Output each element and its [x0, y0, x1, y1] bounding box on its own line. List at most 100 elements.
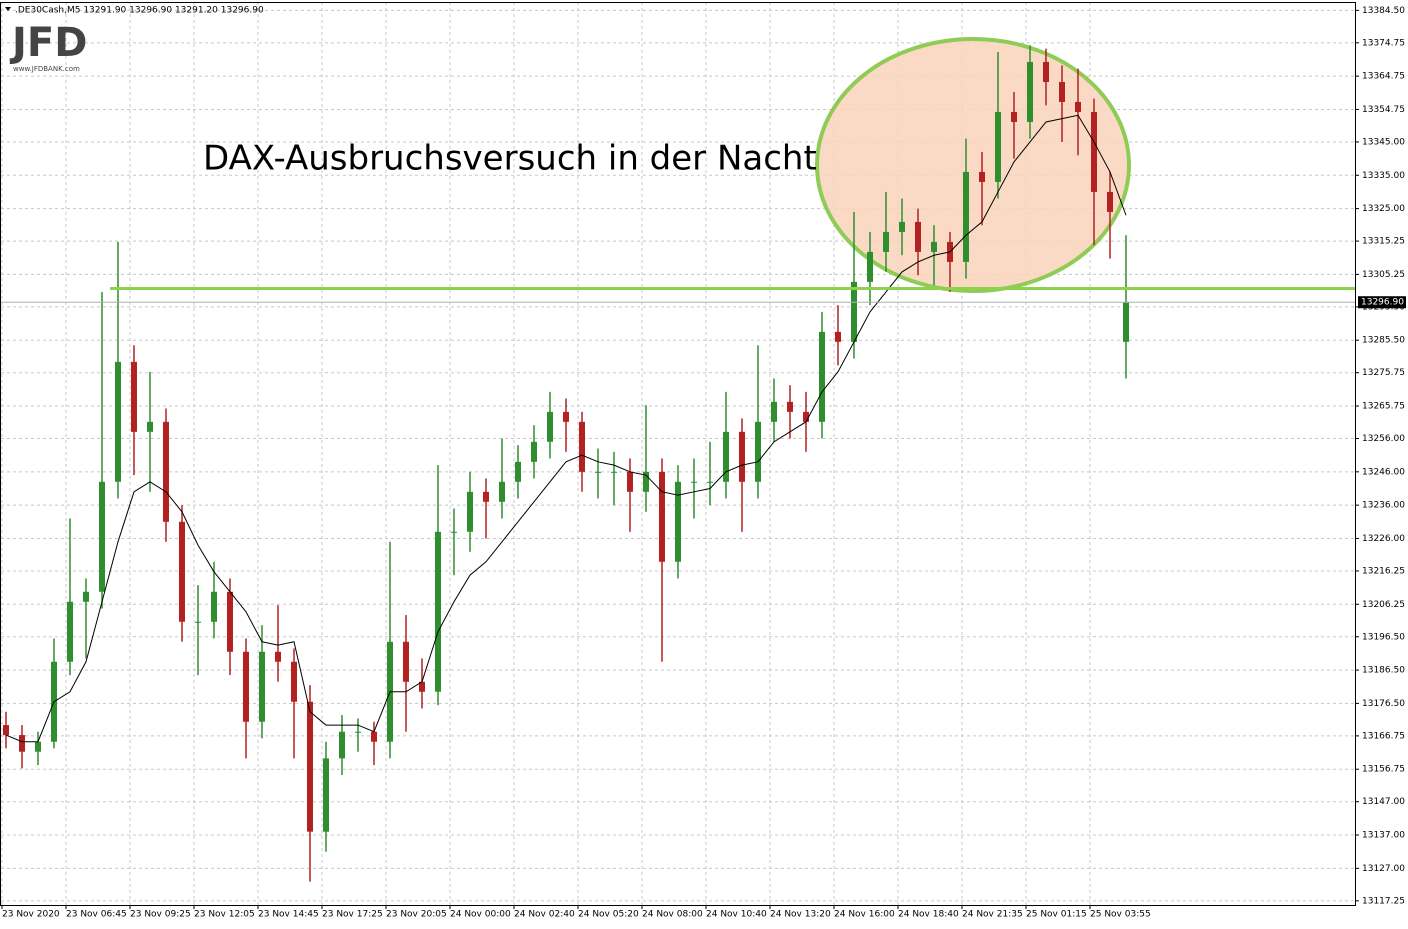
candle-body	[1107, 191, 1113, 212]
candle-body	[163, 421, 169, 522]
candle-body	[515, 461, 521, 482]
candle-body	[451, 531, 457, 533]
candle-body	[1123, 302, 1129, 342]
candle-body	[915, 221, 921, 252]
y-tick-label: 13156.75	[1362, 765, 1405, 775]
x-tick-label: 23 Nov 2020	[2, 910, 60, 920]
x-tick-label: 24 Nov 13:20	[770, 910, 831, 920]
chart-title: .DE30Cash,M5 13291.90 13296.90 13291.20 …	[15, 6, 264, 16]
candle-body	[931, 241, 937, 252]
x-tick-label: 23 Nov 20:05	[386, 910, 447, 920]
candle-body	[771, 401, 777, 422]
candle-body	[467, 491, 473, 532]
x-tick-label: 24 Nov 18:40	[898, 910, 959, 920]
x-tick-label: 24 Nov 08:00	[642, 910, 703, 920]
x-tick-label: 25 Nov 03:55	[1090, 910, 1151, 920]
candle-body	[851, 281, 857, 342]
candle-body	[355, 731, 361, 733]
candle-body	[291, 661, 297, 702]
candle-body	[419, 681, 425, 692]
candle-body	[35, 741, 41, 752]
candle-body	[547, 411, 553, 442]
plot-frame	[0, 2, 1356, 906]
y-tick-label: 13305.25	[1362, 270, 1405, 280]
candle-body	[403, 641, 409, 682]
candle-body	[371, 731, 377, 742]
candle-body	[179, 521, 185, 622]
candle-body	[131, 361, 137, 432]
x-tick-label: 24 Nov 05:20	[578, 910, 639, 920]
x-tick-label: 23 Nov 06:45	[66, 910, 127, 920]
y-tick-label: 13275.75	[1362, 368, 1405, 378]
last-price-box	[1358, 296, 1406, 309]
candle-body	[659, 471, 665, 562]
candle-body	[531, 441, 537, 462]
candle-body	[739, 431, 745, 482]
y-tick-label: 13127.00	[1362, 864, 1405, 874]
candle-body	[787, 401, 793, 412]
y-tick-label: 13226.00	[1362, 534, 1405, 544]
y-tick-label: 13196.50	[1362, 632, 1405, 642]
x-tick-label: 24 Nov 16:00	[834, 910, 895, 920]
x-tick-label: 24 Nov 21:35	[962, 910, 1023, 920]
y-tick-label: 13236.00	[1362, 501, 1405, 511]
candle-body	[723, 431, 729, 482]
last-price-label: 13296.90	[1361, 298, 1404, 308]
menu-icon	[5, 7, 11, 11]
candle-body	[323, 758, 329, 832]
candle-body	[1043, 61, 1049, 82]
candle-body	[1011, 111, 1017, 122]
y-tick-label: 13265.75	[1362, 402, 1405, 412]
y-tick-label: 13186.50	[1362, 666, 1405, 676]
candle-body	[147, 421, 153, 432]
candle-body	[819, 331, 825, 422]
y-tick-label: 13206.25	[1362, 600, 1405, 610]
y-tick-label: 13374.75	[1362, 38, 1405, 48]
candle-body	[1091, 111, 1097, 192]
candle-body	[211, 591, 217, 622]
logo: JFD	[9, 20, 87, 66]
candle-body	[243, 651, 249, 722]
annotation: DAX-Ausbruchsversuch in der Nacht	[203, 139, 817, 179]
y-tick-label: 13256.00	[1362, 434, 1405, 444]
candle-body	[803, 411, 809, 422]
candle-body	[483, 491, 489, 502]
candle-body	[755, 421, 761, 482]
candle-body	[611, 471, 617, 473]
x-tick-label: 23 Nov 09:25	[130, 910, 191, 920]
candle-body	[627, 471, 633, 492]
candle-body	[3, 725, 9, 736]
candle-body	[435, 531, 441, 692]
candle-body	[1075, 101, 1081, 112]
y-tick-label: 13166.75	[1362, 731, 1405, 741]
candle-body	[963, 171, 969, 262]
x-tick-label: 25 Nov 01:15	[1026, 910, 1087, 920]
x-tick-label: 24 Nov 02:40	[514, 910, 575, 920]
y-tick-label: 13117.25	[1362, 896, 1405, 906]
y-tick-label: 13354.75	[1362, 105, 1405, 115]
y-tick-label: 13216.25	[1362, 566, 1405, 576]
y-tick-label: 13147.00	[1362, 797, 1405, 807]
y-tick-label: 13364.75	[1362, 72, 1405, 82]
candle-body	[19, 735, 25, 752]
y-tick-label: 13176.50	[1362, 699, 1405, 709]
candle-body	[307, 701, 313, 832]
candle-body	[195, 621, 201, 623]
candle-body	[595, 471, 601, 473]
candle-body	[883, 231, 889, 252]
candle-body	[707, 481, 713, 483]
x-tick-label: 24 Nov 10:40	[706, 910, 767, 920]
highlight-ellipse	[815, 37, 1131, 293]
candle-body	[1059, 81, 1065, 102]
y-tick-label: 13335.00	[1362, 171, 1405, 181]
candle-body	[995, 111, 1001, 182]
candle-body	[563, 411, 569, 422]
candle-body	[675, 481, 681, 562]
candle-body	[499, 481, 505, 502]
x-tick-label: 23 Nov 14:45	[258, 910, 319, 920]
candle-body	[339, 731, 345, 759]
candle-body	[643, 471, 649, 492]
logo-sub: www.JFDBANK.com	[13, 65, 80, 73]
candle-body	[83, 591, 89, 602]
